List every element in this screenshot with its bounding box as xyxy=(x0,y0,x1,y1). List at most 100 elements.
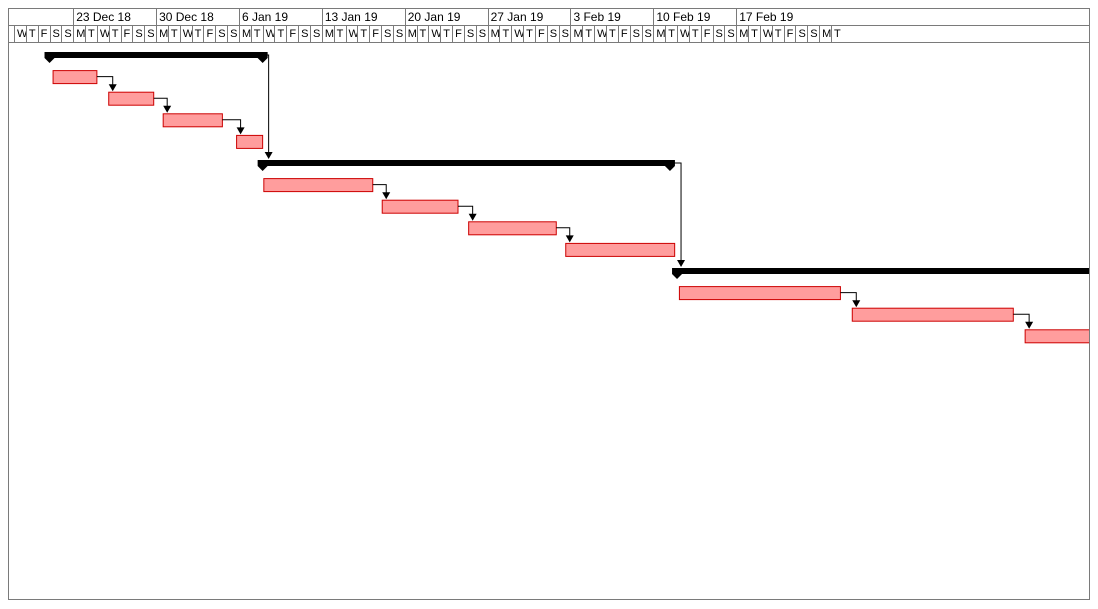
day-label: T xyxy=(85,26,97,42)
timescale-header: 23 Dec 18 30 Dec 18 6 Jan 19 13 Jan 19 20 Ja… xyxy=(9,9,1089,43)
summary-end-marker xyxy=(257,160,268,171)
day-label: S xyxy=(215,26,227,42)
day-label: F xyxy=(37,26,50,42)
day-label: F xyxy=(534,26,547,42)
day-label: S xyxy=(298,26,310,42)
day-label: T xyxy=(499,26,511,42)
day-label: W xyxy=(262,26,274,42)
task-bar[interactable] xyxy=(678,286,841,301)
dependency-link[interactable] xyxy=(153,97,168,108)
day-label: M xyxy=(321,26,334,42)
day-label: M xyxy=(570,26,582,42)
dependency-arrowhead xyxy=(468,213,477,221)
day-label: T xyxy=(274,26,286,42)
week-label: 23 Dec 18 xyxy=(73,9,156,25)
day-label: S xyxy=(227,26,239,42)
day-label: T xyxy=(250,26,263,42)
task-bar[interactable] xyxy=(851,307,1014,322)
week-label: 20 Jan 19 xyxy=(404,9,488,25)
day-label: T xyxy=(167,26,180,42)
dependency-arrowhead xyxy=(163,105,172,113)
dependency-link[interactable] xyxy=(372,184,387,195)
week-label: 30 Dec 18 xyxy=(156,9,239,25)
day-label: T xyxy=(523,26,535,42)
day-label: F xyxy=(286,26,298,42)
dependency-arrowhead xyxy=(1025,321,1034,329)
day-label: W xyxy=(96,26,109,42)
day-label: S xyxy=(49,26,62,42)
day-label: T xyxy=(688,26,701,42)
day-label: W xyxy=(759,26,772,42)
day-label: W xyxy=(511,26,523,42)
week-label: 13 Jan 19 xyxy=(321,9,405,25)
day-label: S xyxy=(61,26,73,42)
task-bar[interactable] xyxy=(52,70,98,85)
task-bar[interactable] xyxy=(468,221,557,236)
task-bar[interactable] xyxy=(381,199,459,214)
dependency-arrowhead xyxy=(236,127,245,135)
day-label: S xyxy=(795,26,807,42)
day-label: T xyxy=(606,26,618,42)
day-label: S xyxy=(381,26,393,42)
day-label: F xyxy=(700,26,713,42)
day-label: M xyxy=(736,26,748,42)
day-label: S xyxy=(310,26,322,42)
day-label: S xyxy=(712,26,725,42)
day-label: T xyxy=(333,26,346,42)
summary-bar[interactable] xyxy=(44,52,268,63)
day-label: M xyxy=(73,26,85,42)
dependency-link[interactable] xyxy=(96,76,114,87)
day-label: T xyxy=(665,26,677,42)
day-label: T xyxy=(830,26,843,42)
gantt-bars-area[interactable] xyxy=(9,43,1090,600)
dependency-arrowhead xyxy=(108,84,117,92)
day-label: T xyxy=(108,26,121,42)
gantt-bars-canvas[interactable] xyxy=(9,43,1090,600)
day-label: T xyxy=(582,26,594,42)
day-label: T xyxy=(771,26,784,42)
horizontal-scrollbar-area[interactable] xyxy=(0,601,1098,609)
week-label: 6 Jan 19 xyxy=(238,9,322,25)
dependency-link[interactable] xyxy=(1013,313,1030,324)
day-label: F xyxy=(783,26,796,42)
day-label: F xyxy=(120,26,133,42)
dependency-link[interactable] xyxy=(222,119,242,130)
day-label: W xyxy=(179,26,192,42)
summary-end-marker xyxy=(257,52,268,63)
summary-end-marker xyxy=(672,268,683,279)
dependency-arrowhead xyxy=(852,300,861,308)
day-label: S xyxy=(641,26,654,42)
summary-bar[interactable] xyxy=(257,160,675,171)
task-bar[interactable] xyxy=(162,113,223,128)
dependency-link[interactable] xyxy=(840,292,857,303)
dependency-link[interactable] xyxy=(458,205,474,216)
dependency-link[interactable] xyxy=(262,54,270,154)
timescale-minor-tier: WTFSSMTWTFSSMTWTFSSMTWTFSSMTWTFSSMTWTFSS… xyxy=(9,26,1089,42)
task-bar[interactable] xyxy=(263,178,374,193)
task-bar[interactable] xyxy=(108,91,155,106)
day-label: M xyxy=(238,26,251,42)
dependency-arrowhead xyxy=(382,192,391,200)
summary-end-marker xyxy=(44,52,55,63)
day-label: S xyxy=(558,26,571,42)
dependency-link[interactable] xyxy=(556,227,571,238)
day-label: F xyxy=(617,26,630,42)
day-label: F xyxy=(369,26,381,42)
day-label: M xyxy=(819,26,831,42)
summary-bar[interactable] xyxy=(672,268,1090,279)
task-bar[interactable] xyxy=(1024,329,1090,344)
dependency-arrowhead xyxy=(677,260,686,267)
day-label: T xyxy=(748,26,760,42)
day-label: S xyxy=(629,26,642,42)
day-label: F xyxy=(203,26,215,42)
dependency-link[interactable] xyxy=(669,162,682,262)
timescale-major-tier: 23 Dec 18 30 Dec 18 6 Jan 19 13 Jan 19 20 Ja… xyxy=(9,9,1089,26)
day-label: W xyxy=(677,26,689,42)
day-label: S xyxy=(392,26,405,42)
summary-end-marker xyxy=(664,160,675,171)
day-label: S xyxy=(132,26,144,42)
task-bar[interactable] xyxy=(565,242,676,257)
task-bar[interactable] xyxy=(236,134,264,149)
day-label: S xyxy=(475,26,488,42)
